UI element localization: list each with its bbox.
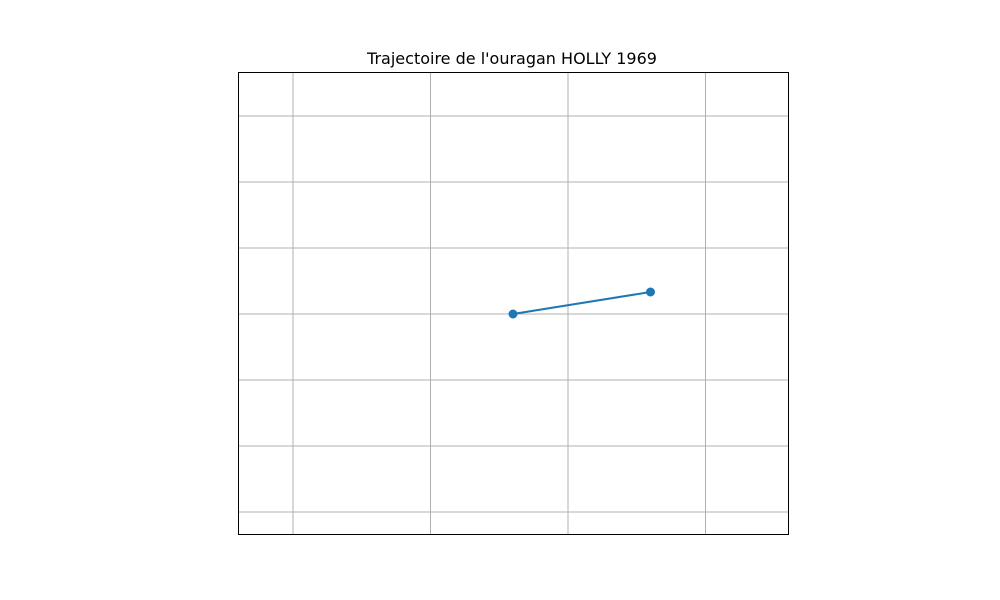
chart-title: Trajectoire de l'ouragan HOLLY 1969: [366, 49, 657, 68]
trajectory-point: [646, 287, 655, 297]
plot-frame: [238, 72, 789, 535]
trajectory-point: [508, 309, 518, 319]
series-layer: [508, 287, 655, 319]
grid: [238, 72, 788, 534]
trajectory-line: [512, 291, 651, 315]
